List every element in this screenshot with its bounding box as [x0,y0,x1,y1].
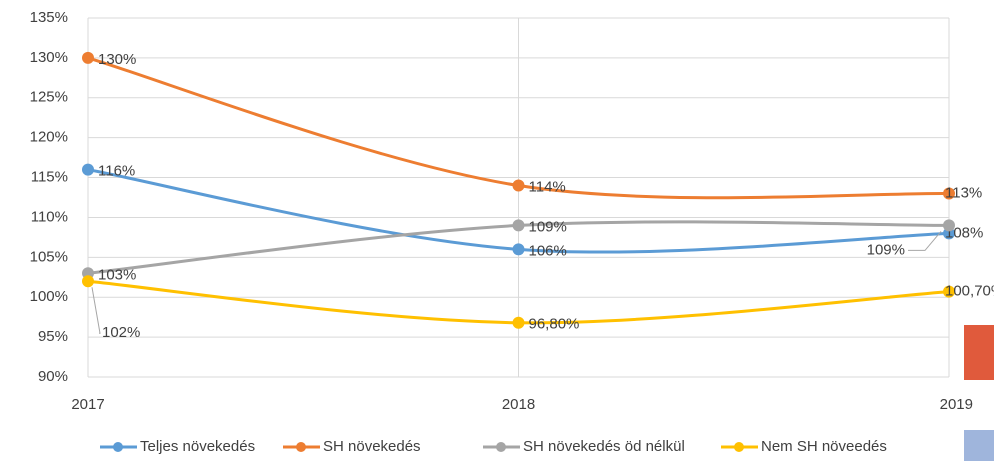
data-label: 103% [98,266,136,283]
point [512,316,525,329]
x-tick-label: 2017 [71,396,104,413]
legend-label: Nem SH növeedés [761,438,887,455]
data-label: 116% [98,163,135,180]
legend-marker [496,442,506,452]
point [943,187,955,200]
data-label: 130% [98,51,136,68]
data-label: 114% [529,179,566,196]
data-label: 100,70% [945,283,994,300]
legend-label: SH növekedés [323,438,421,455]
data-label: 102% [102,324,140,341]
y-tick-label: 115% [31,169,68,186]
data-label: 109% [529,218,567,235]
x-tick-label: 2018 [502,396,535,413]
leader-line [908,231,942,251]
point [512,243,525,256]
legend-label: Teljes növekedés [140,438,255,455]
y-tick-label: 100% [30,288,68,305]
legend-label: SH növekedés öd nélkül [523,438,685,455]
point [82,163,94,176]
y-tick-label: 90% [38,368,68,385]
point [82,51,94,64]
point [512,179,525,192]
y-tick-label: 130% [30,49,68,66]
data-label: 106% [529,242,567,259]
data-label: 108% [945,224,983,241]
data-label: 96,80% [529,316,580,333]
y-tick-label: 110% [31,208,68,225]
point [943,285,955,298]
y-tick-label: 135% [30,9,68,26]
leader-line [91,287,101,334]
decor-block [964,325,994,380]
data-label: 109% [867,241,905,258]
legend-marker [296,442,306,452]
y-tick-label: 105% [30,248,68,265]
y-tick-label: 120% [30,129,68,146]
y-tick-label: 95% [38,328,68,345]
x-tick-label: 2019 [940,396,973,413]
data-label: 113% [945,184,982,201]
point [943,219,955,232]
point [82,275,94,288]
legend-marker [113,442,123,452]
decor-block [964,430,994,461]
point [512,219,525,232]
legend-marker [734,442,744,452]
y-tick-label: 125% [30,89,68,106]
